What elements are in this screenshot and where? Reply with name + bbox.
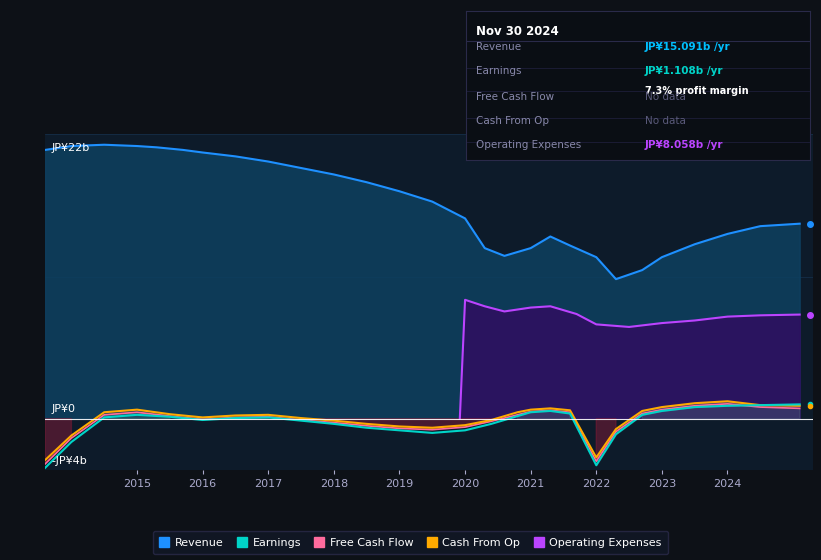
Text: Earnings: Earnings <box>476 66 521 76</box>
Text: Operating Expenses: Operating Expenses <box>476 140 581 150</box>
Text: Cash From Op: Cash From Op <box>476 116 549 126</box>
Legend: Revenue, Earnings, Free Cash Flow, Cash From Op, Operating Expenses: Revenue, Earnings, Free Cash Flow, Cash … <box>153 531 668 554</box>
Text: JP¥15.091b /yr: JP¥15.091b /yr <box>644 42 731 52</box>
Text: Revenue: Revenue <box>476 42 521 52</box>
Text: JP¥22b: JP¥22b <box>52 143 90 153</box>
Text: 7.3% profit margin: 7.3% profit margin <box>644 86 749 96</box>
Text: Nov 30 2024: Nov 30 2024 <box>476 25 558 38</box>
Text: -JP¥4b: -JP¥4b <box>52 456 88 466</box>
Text: JP¥0: JP¥0 <box>52 404 76 414</box>
Text: Free Cash Flow: Free Cash Flow <box>476 92 554 102</box>
Text: No data: No data <box>644 116 686 126</box>
Text: No data: No data <box>644 92 686 102</box>
Text: JP¥8.058b /yr: JP¥8.058b /yr <box>644 140 723 150</box>
Text: JP¥1.108b /yr: JP¥1.108b /yr <box>644 66 723 76</box>
